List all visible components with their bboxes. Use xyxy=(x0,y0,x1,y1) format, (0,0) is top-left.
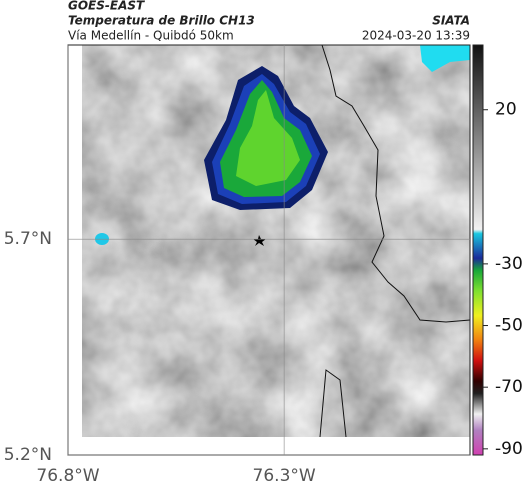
timestamp: 2024-03-20 13:39 xyxy=(362,29,470,43)
y-tick-label: 5.7°N xyxy=(4,229,52,249)
y-tick-label: 5.2°N xyxy=(4,445,52,465)
title: GOES-EAST xyxy=(68,0,145,13)
x-tick-label: 76.3°W xyxy=(253,466,316,486)
map xyxy=(67,44,471,456)
subtitle: Temperatura de Brillo CH13 xyxy=(68,14,255,28)
location-marker xyxy=(253,235,266,246)
colorbar-tick-label: -30 xyxy=(495,254,523,274)
route: Vía Medellín - Quibdó 50km xyxy=(68,29,234,43)
colorbar-tick-label: -90 xyxy=(495,439,523,459)
source: SIATA xyxy=(432,14,470,28)
cold-cloud xyxy=(420,45,470,72)
x-tick-label: 76.8°W xyxy=(36,466,99,486)
colorbar-tick-label: -50 xyxy=(495,316,523,336)
colorbar xyxy=(472,44,484,456)
colorbar-tick-label: 20 xyxy=(495,100,517,120)
colorbar-tick-label: -70 xyxy=(495,377,523,397)
border xyxy=(319,44,471,438)
